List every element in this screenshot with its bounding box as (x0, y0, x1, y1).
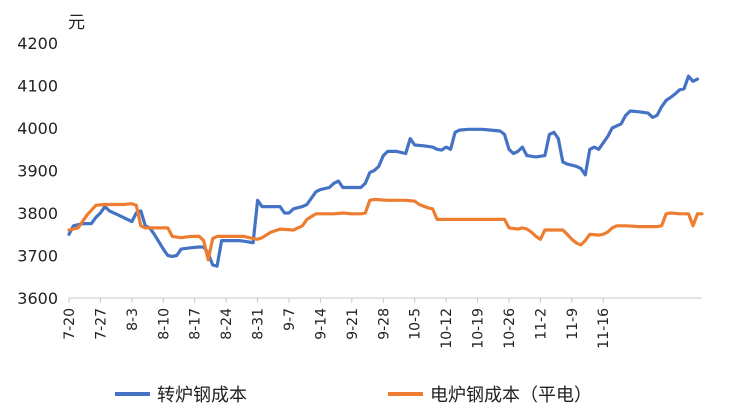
x-tick-label: 9-14 (313, 308, 329, 340)
y-axis-label: 元 (68, 13, 85, 33)
y-tick-label: 3800 (17, 204, 58, 223)
legend-label-electric: 电炉钢成本（平电） (430, 385, 592, 406)
x-tick-label: 10-19 (471, 308, 487, 349)
x-tick-label: 8-24 (219, 308, 235, 340)
x-tick-label: 8-31 (251, 308, 267, 340)
x-tick-label: 10-5 (408, 308, 424, 340)
x-tick-label: 11-9 (565, 308, 581, 340)
x-tick-label: 10-26 (502, 308, 518, 349)
series-line-1 (67, 197, 704, 262)
y-tick-label: 4200 (17, 34, 58, 53)
x-tick-label: 7-27 (93, 308, 109, 340)
x-tick-label: 7-20 (62, 308, 78, 340)
x-tick-label: 9-21 (345, 308, 361, 340)
series-line-0 (67, 74, 700, 268)
y-tick-label: 3900 (17, 162, 58, 181)
y-tick-labels: 3600 3700 3800 3900 4000 4100 4200 (17, 34, 58, 308)
x-tick-label: 9-7 (282, 308, 298, 331)
legend: 转炉钢成本 电炉钢成本（平电） (115, 385, 592, 406)
x-tick-label: 8-10 (156, 308, 172, 340)
y-tick-label: 3600 (17, 289, 58, 308)
x-tick-label: 9-28 (376, 308, 392, 340)
x-tick-label: 8-3 (125, 308, 141, 331)
y-tick-label: 4100 (17, 77, 58, 96)
x-tick-label: 11-16 (596, 308, 612, 349)
y-tick-label: 4000 (17, 119, 58, 138)
x-tick-label: 10-12 (439, 308, 455, 349)
x-tick-label: 8-17 (188, 308, 204, 340)
legend-label-converter: 转炉钢成本 (157, 385, 247, 406)
x-tick-label: 11-2 (533, 308, 549, 340)
x-tick-labels: 7-20 7-27 8-3 8-10 8-17 8-24 8-31 9-7 9-14 9-21 9-… (62, 298, 612, 349)
y-tick-label: 3700 (17, 247, 58, 266)
series-lines (67, 74, 704, 268)
